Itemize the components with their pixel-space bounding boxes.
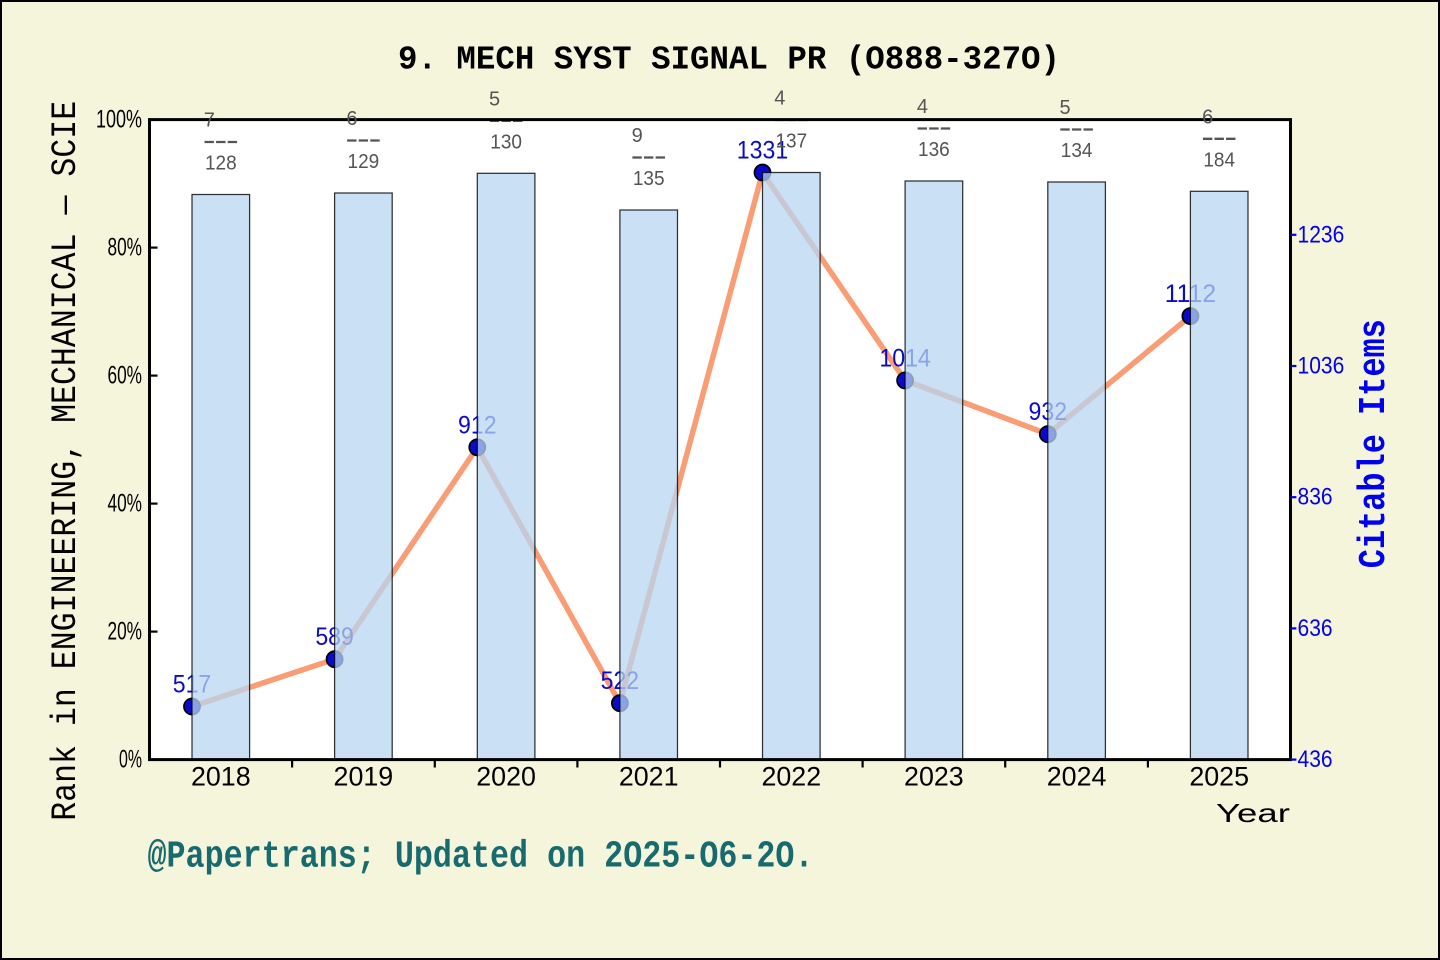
svg-text:1236: 1236 bbox=[1298, 221, 1345, 248]
svg-text:60%: 60% bbox=[108, 362, 143, 390]
svg-text:20%: 20% bbox=[108, 618, 143, 646]
svg-text:Citable Items: Citable Items bbox=[1353, 319, 1396, 568]
svg-text:5: 5 bbox=[489, 88, 500, 110]
svg-text:2019: 2019 bbox=[334, 762, 394, 792]
svg-text:2023: 2023 bbox=[904, 762, 964, 792]
svg-text:2025: 2025 bbox=[1189, 762, 1249, 792]
svg-text:128: 128 bbox=[205, 153, 237, 175]
svg-text:2024: 2024 bbox=[1047, 762, 1107, 792]
svg-text:184: 184 bbox=[1203, 149, 1235, 171]
svg-text:80%: 80% bbox=[108, 234, 143, 262]
svg-text:Rank in ENGINEERING, MECHANICA: Rank in ENGINEERING, MECHANICAL — SCIE bbox=[46, 101, 86, 821]
svg-text:134: 134 bbox=[1061, 140, 1093, 162]
svg-text:4: 4 bbox=[917, 96, 928, 118]
svg-text:135: 135 bbox=[633, 168, 665, 190]
svg-text:2018: 2018 bbox=[191, 762, 251, 792]
svg-text:1036: 1036 bbox=[1298, 353, 1345, 380]
svg-text:6: 6 bbox=[346, 108, 357, 130]
svg-text:2022: 2022 bbox=[761, 762, 821, 792]
svg-text:2021: 2021 bbox=[619, 762, 679, 792]
svg-text:100%: 100% bbox=[96, 106, 142, 134]
svg-text:40%: 40% bbox=[108, 490, 143, 518]
svg-text:4: 4 bbox=[774, 88, 785, 110]
svg-text:1331: 1331 bbox=[737, 137, 788, 165]
svg-text:6: 6 bbox=[1202, 106, 1213, 128]
svg-text:9: 9 bbox=[632, 125, 643, 147]
svg-text:9. MECH SYST SIGNAL PR (O888-3: 9. MECH SYST SIGNAL PR (O888-327O) bbox=[398, 41, 1060, 78]
svg-text:5: 5 bbox=[1060, 97, 1071, 119]
svg-text:130: 130 bbox=[490, 131, 522, 153]
svg-text:836: 836 bbox=[1298, 484, 1333, 511]
svg-text:636: 636 bbox=[1298, 615, 1333, 642]
svg-text:0%: 0% bbox=[119, 746, 142, 774]
svg-text:436: 436 bbox=[1298, 746, 1333, 773]
svg-text:@Papertrans; Updated on 2O25-O: @Papertrans; Updated on 2O25-O6-2O. bbox=[148, 836, 814, 879]
svg-text:129: 129 bbox=[348, 151, 380, 173]
svg-text:137: 137 bbox=[775, 131, 807, 153]
svg-text:7: 7 bbox=[204, 110, 215, 132]
svg-text:2020: 2020 bbox=[476, 762, 536, 792]
svg-text:136: 136 bbox=[918, 139, 950, 161]
svg-text:Year: Year bbox=[1216, 798, 1290, 828]
